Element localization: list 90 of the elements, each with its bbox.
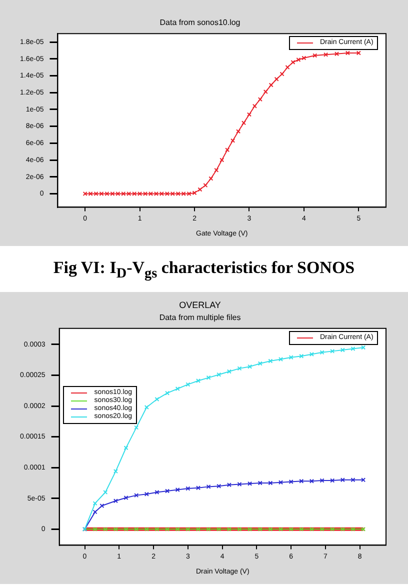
point [214,168,219,172]
point [116,191,120,196]
text: Fig VI: I$_{D}$-V$_{gs}$ characteristics for SONOS [52,257,356,284]
point [206,484,211,490]
point [278,357,284,362]
point [186,486,190,492]
point [203,183,208,188]
point [192,190,197,196]
point [94,191,98,196]
point [258,97,262,102]
point [268,359,273,364]
point [134,426,139,430]
point [144,405,149,410]
point [274,76,279,82]
point [165,391,170,396]
point [320,478,324,484]
point [134,493,139,498]
point [288,480,294,484]
point [206,376,211,380]
point [309,352,314,357]
point [248,482,252,486]
point [216,372,222,378]
point [350,346,356,352]
point [144,492,149,497]
point [175,386,180,392]
point [302,56,306,60]
point [132,191,137,196]
point [258,481,262,486]
point [226,370,232,374]
point [154,397,160,402]
chart-title: OVERLAY [179,300,221,310]
point [121,191,126,196]
point [208,176,214,181]
point [236,129,241,134]
point [164,191,170,196]
point [340,348,345,353]
point [154,191,158,196]
point [110,191,115,196]
point [175,488,180,492]
point [290,60,296,65]
point [299,354,304,359]
point [216,484,222,489]
point [103,490,108,495]
point [113,469,118,474]
point [198,187,202,192]
point [237,482,242,487]
point [345,50,350,56]
point [268,481,273,486]
point [226,482,232,488]
point [309,479,314,484]
point [88,191,93,196]
point [296,57,301,62]
chart-subtitle: Data from multiple files [159,313,241,322]
chart-subtitle: Data from sonos10.log [160,18,240,28]
point [299,479,304,484]
point [138,191,142,196]
point [285,65,290,70]
point [92,501,98,506]
point [99,191,104,196]
point [104,191,110,196]
point [324,52,328,57]
point [186,382,190,388]
point [181,191,186,196]
point [100,504,104,508]
point [330,478,335,484]
point [143,191,148,196]
point [246,112,252,117]
point [330,349,335,354]
point [170,191,175,196]
point [148,191,154,196]
point [186,191,192,196]
point [334,52,340,56]
point [241,120,246,126]
point [280,72,284,76]
point [124,496,128,500]
point [263,89,268,94]
point [154,490,160,495]
point [230,138,236,143]
point [248,364,252,370]
point [220,158,224,162]
point [268,82,274,88]
point [176,191,180,196]
point [252,104,257,108]
point [312,53,318,58]
point [258,362,262,366]
point [225,148,230,152]
point [126,191,132,196]
point [159,191,164,196]
point [196,378,201,384]
point [165,489,170,494]
